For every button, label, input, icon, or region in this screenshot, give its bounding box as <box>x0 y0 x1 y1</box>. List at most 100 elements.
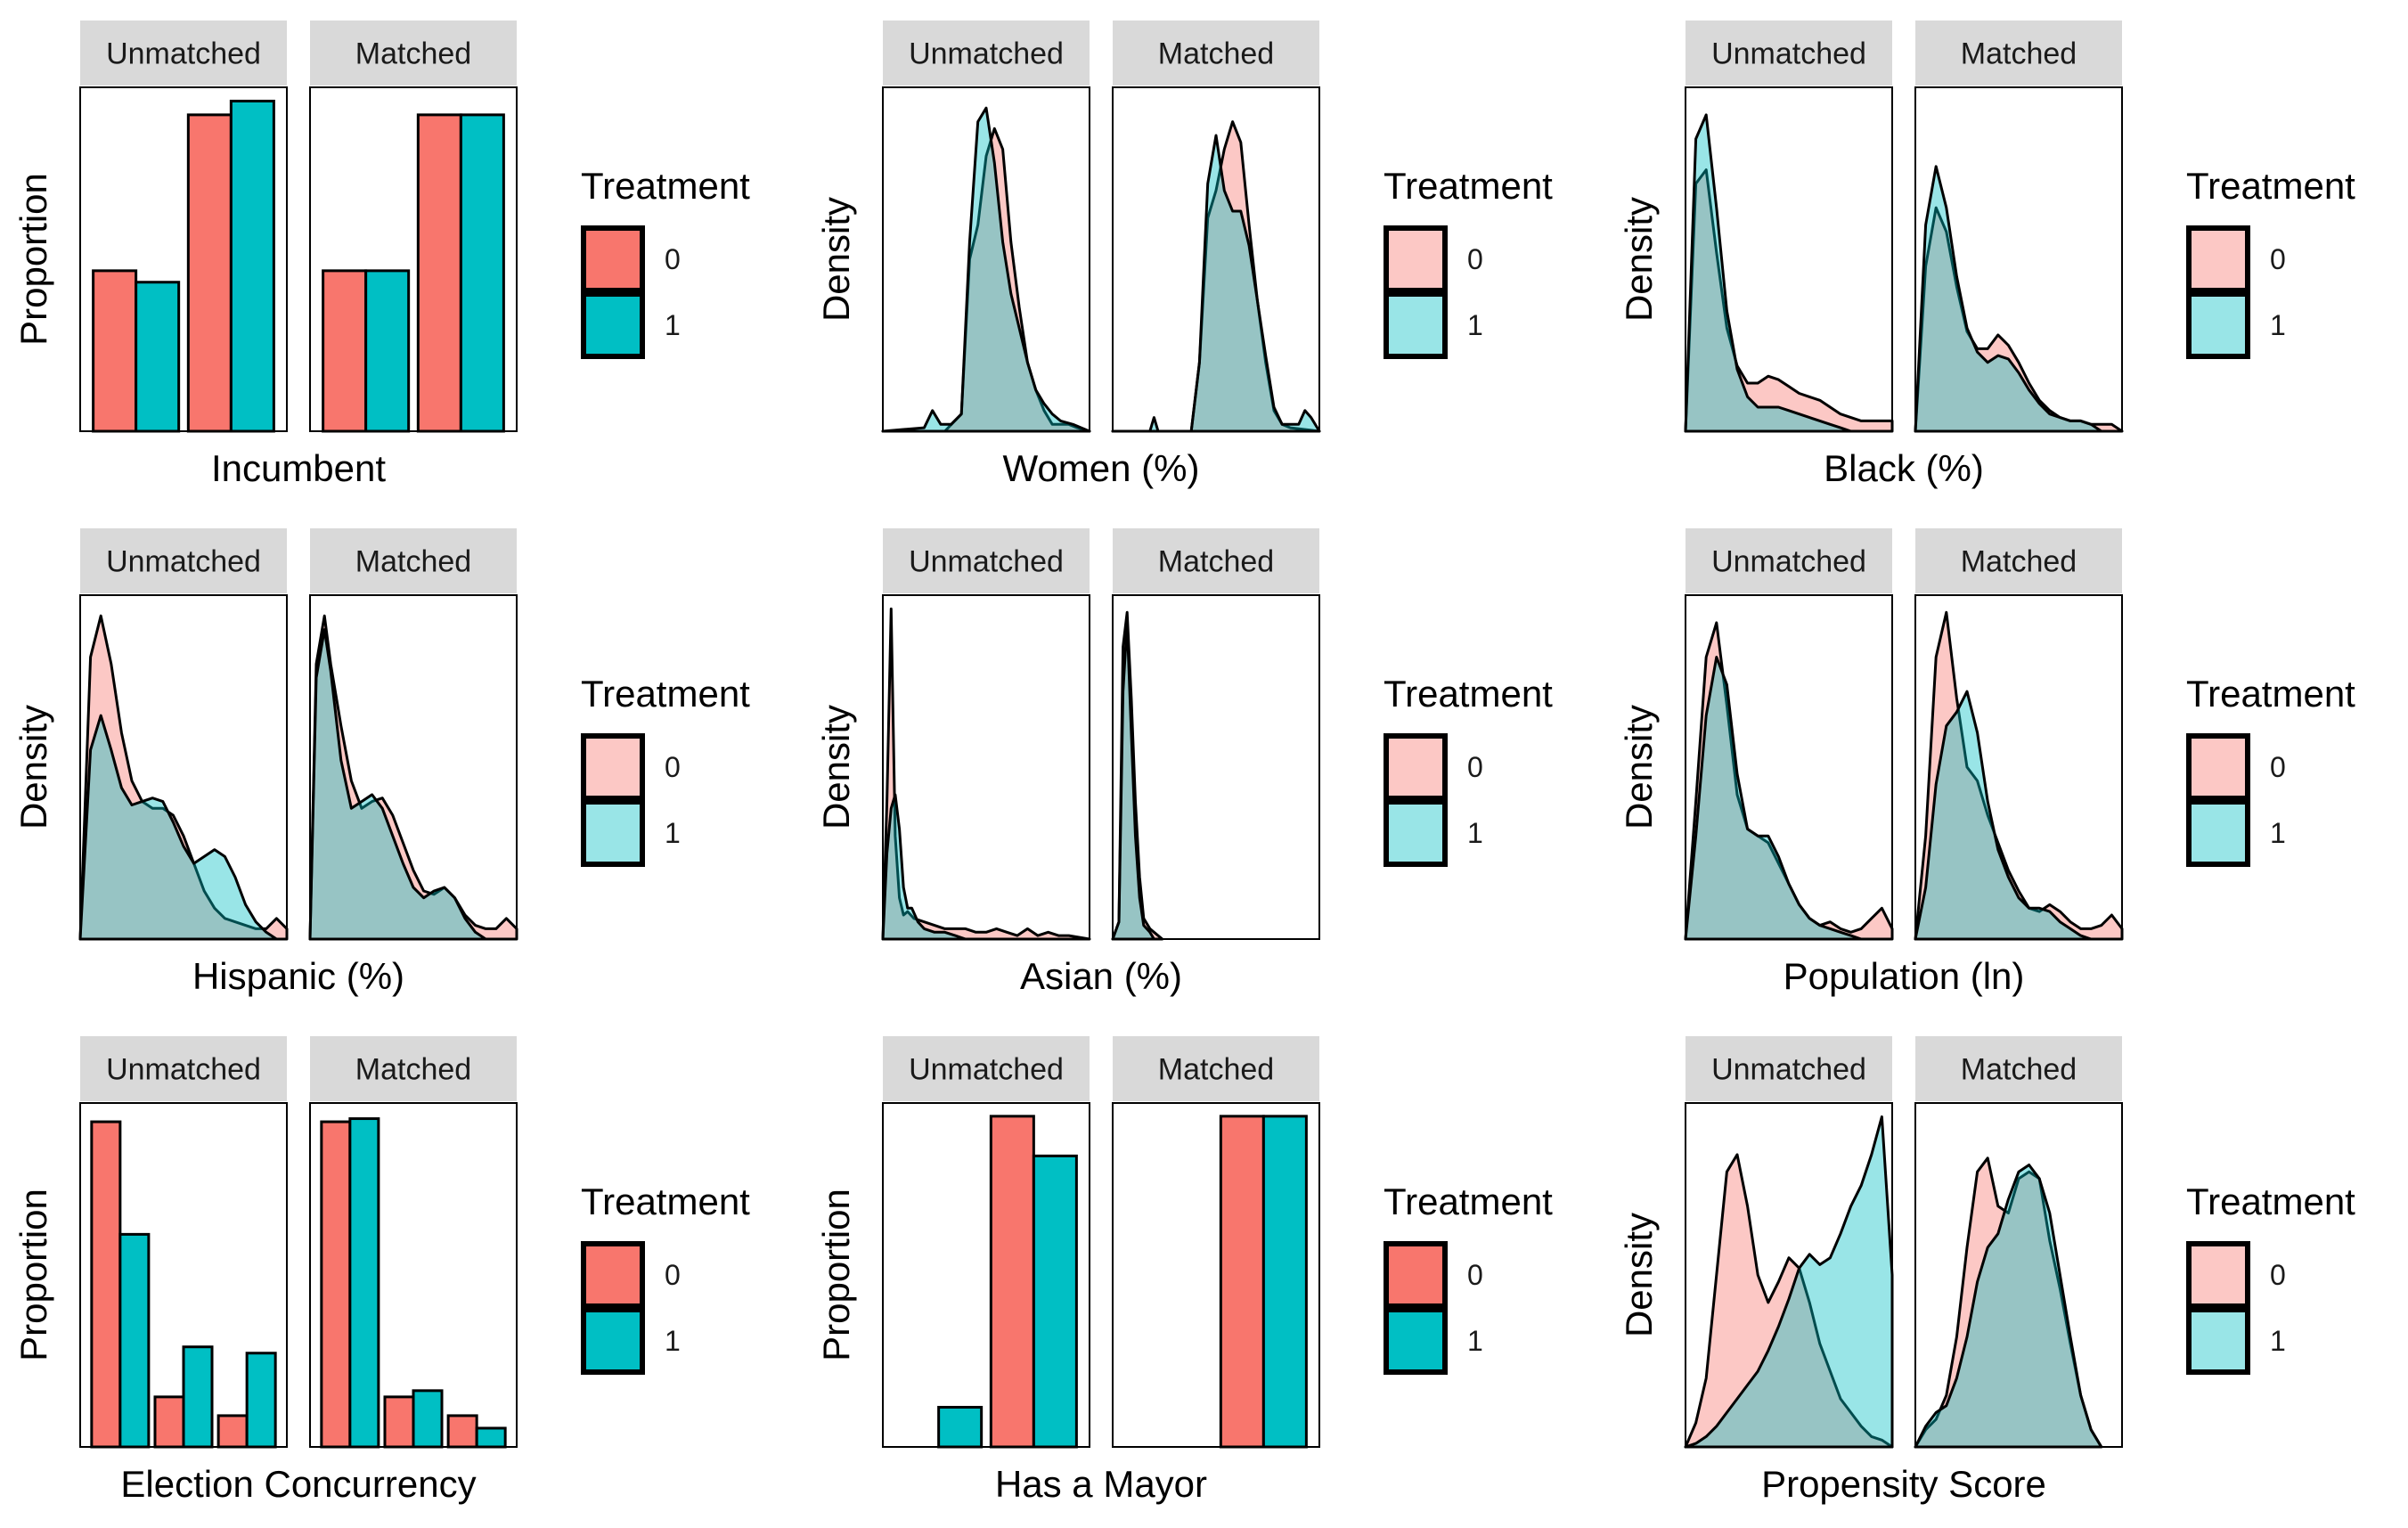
facet-strip-label: Matched <box>355 545 471 579</box>
bar-1-treatment-0 <box>186 113 233 433</box>
chart-svg: Density Women (%) Unmatched Matched Treatmen… <box>815 20 1553 489</box>
facet-panel-unmatched: Unmatched <box>79 1036 288 1449</box>
facet-strip-label: Matched <box>355 37 471 71</box>
legend-key-1 <box>2186 799 2250 867</box>
y-axis-title: Density <box>1618 197 1660 322</box>
bar-0-treatment-0 <box>92 269 138 433</box>
legend-label-1: 1 <box>665 309 681 341</box>
legend-label-1: 1 <box>2270 309 2286 341</box>
facet-strip <box>1113 528 1319 593</box>
legend-key-1 <box>581 1307 645 1375</box>
legend-key-1 <box>1384 799 1448 867</box>
y-axis-title: Density <box>815 705 857 829</box>
x-axis-title: Election Concurrency <box>120 1463 476 1505</box>
legend-label-1: 1 <box>665 1325 681 1357</box>
facet-strip-label: Matched <box>1158 545 1274 579</box>
density-area-treatment-0 <box>1684 168 1894 433</box>
legend-title: Treatment <box>581 1181 750 1222</box>
bar-0-treatment-1 <box>937 1405 984 1449</box>
legend: Treatment 0 1 <box>2186 165 2355 359</box>
density-area-treatment-1 <box>1914 1164 2103 1449</box>
legend-label-1: 1 <box>2270 817 2286 849</box>
chart-6: Density Population (ln) Unmatched Matched Tr… <box>1605 508 2408 1016</box>
facet-panel-matched: Matched <box>309 20 518 433</box>
legend-key-0 <box>581 733 645 801</box>
legend-key-0 <box>2186 733 2250 801</box>
bar-2-treatment-0 <box>153 1395 185 1449</box>
facet-strip-label: Unmatched <box>106 37 261 71</box>
legend-label-0: 0 <box>1467 243 1483 275</box>
legend-label-0: 0 <box>2270 751 2286 783</box>
density-area-treatment-1 <box>1914 690 2093 941</box>
density-area-treatment-1 <box>1684 656 1863 941</box>
x-axis-title: Asian (%) <box>1020 955 1182 997</box>
legend-key-0 <box>2186 1241 2250 1309</box>
facet-strip <box>1915 1036 2122 1101</box>
legend-key-1 <box>581 799 645 867</box>
legend-title: Treatment <box>1384 165 1553 207</box>
legend-label-1: 1 <box>1467 817 1483 849</box>
panel-border <box>1112 594 1320 940</box>
legend-label-0: 0 <box>2270 1259 2286 1291</box>
panel-border <box>882 1102 1090 1448</box>
facet-panel-matched: Matched <box>308 528 518 941</box>
facet-strip <box>883 20 1090 86</box>
panel-border <box>1914 594 2123 940</box>
density-area-treatment-1 <box>1684 1115 1894 1449</box>
panel-border <box>882 86 1090 432</box>
panel-border <box>79 86 288 432</box>
chart-svg: Density Asian (%) Unmatched Matched Treatmen… <box>815 528 1553 997</box>
bar-0-treatment-0 <box>322 269 368 433</box>
legend-title: Treatment <box>581 673 750 715</box>
density-area-treatment-0 <box>1914 206 2124 433</box>
legend-title: Treatment <box>2186 673 2355 715</box>
y-axis-title: Proportion <box>12 1189 54 1361</box>
chart-svg: Density Population (ln) Unmatched Matched Tr… <box>1618 528 2355 997</box>
bar-3-treatment-1 <box>475 1426 507 1449</box>
facet-strip <box>1686 528 1892 593</box>
legend-key-1 <box>1384 1307 1448 1375</box>
facet-strip <box>80 1036 287 1101</box>
legend-key-0 <box>1384 225 1448 293</box>
chart-svg: Proportion Incumbent Unmatched Matched Treat… <box>12 20 750 489</box>
bar-3-treatment-0 <box>446 1414 478 1449</box>
facet-panel-matched: Matched <box>1914 528 2124 941</box>
facet-strip <box>1113 1036 1319 1101</box>
legend-key-1 <box>2186 291 2250 359</box>
legend-key-0 <box>1384 733 1448 801</box>
legend-title: Treatment <box>1384 673 1553 715</box>
facet-panel-unmatched: Unmatched <box>882 1036 1090 1449</box>
facet-strip <box>1686 20 1892 86</box>
facet-panel-unmatched: Unmatched <box>78 528 289 941</box>
facet-strip-label: Unmatched <box>1711 545 1866 579</box>
bar-1-treatment-1 <box>459 113 505 433</box>
facet-strip-label: Unmatched <box>1711 1053 1866 1087</box>
chart-9: Density Propensity Score Unmatched Matched T… <box>1605 1016 2408 1524</box>
facet-strip-label: Matched <box>1961 545 2077 579</box>
legend-label-0: 0 <box>1467 1259 1483 1291</box>
facet-panel-matched: Matched <box>309 1036 518 1449</box>
facet-panel-matched: Matched <box>1111 528 1320 941</box>
bar-2-treatment-1 <box>412 1389 444 1449</box>
chart-svg: Density Black (%) Unmatched Matched Treatmen… <box>1618 20 2355 489</box>
panel-border <box>1914 86 2123 432</box>
facet-strip-label: Matched <box>355 1053 471 1087</box>
facet-panel-unmatched: Unmatched <box>79 20 288 433</box>
bar-3-treatment-0 <box>216 1414 249 1449</box>
x-axis-title: Propensity Score <box>1761 1463 2046 1505</box>
bar-1-treatment-1 <box>229 99 275 433</box>
chart-2: Density Women (%) Unmatched Matched Treatmen… <box>803 0 1605 508</box>
density-area-treatment-1 <box>881 793 967 941</box>
panel-border <box>79 594 288 940</box>
legend-label-1: 1 <box>665 817 681 849</box>
facet-strip-label: Unmatched <box>106 545 261 579</box>
facet-panel-matched: Matched <box>1914 20 2124 433</box>
facet-strip <box>310 1036 517 1101</box>
chart-5: Density Asian (%) Unmatched Matched Treatmen… <box>803 508 1605 1016</box>
facet-strip <box>80 528 287 593</box>
chart-svg: Proportion Election Concurrency Unmatched M… <box>12 1036 750 1505</box>
bar-0-treatment-1 <box>135 281 181 433</box>
density-area-treatment-0 <box>308 614 518 941</box>
legend: Treatment 0 1 <box>581 673 750 867</box>
